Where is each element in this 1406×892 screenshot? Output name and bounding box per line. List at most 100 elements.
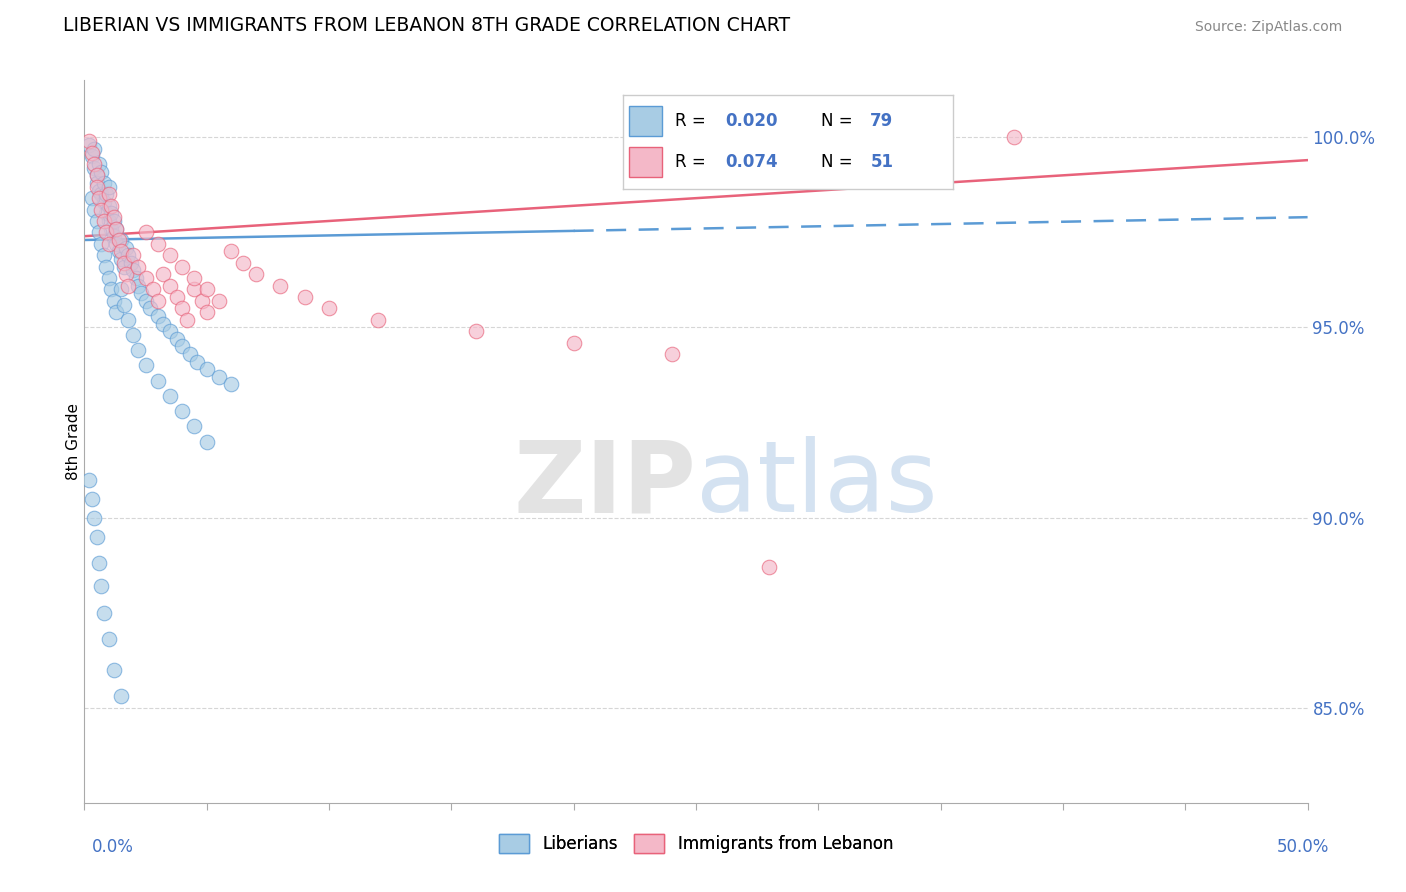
Point	[80, 491, 103, 506]
Point	[183, 282, 205, 296]
Point	[77, 134, 100, 148]
Point	[103, 293, 125, 308]
Point	[86, 179, 108, 194]
Legend: Liberians, Immigrants from Lebanon: Liberians, Immigrants from Lebanon	[492, 827, 900, 860]
Point	[166, 332, 188, 346]
Point	[86, 176, 108, 190]
Point	[122, 248, 145, 262]
Text: LIBERIAN VS IMMIGRANTS FROM LEBANON 8TH GRADE CORRELATION CHART: LIBERIAN VS IMMIGRANTS FROM LEBANON 8TH …	[63, 16, 790, 35]
Point	[112, 298, 135, 312]
Point	[93, 176, 115, 190]
Point	[80, 191, 103, 205]
Point	[127, 343, 149, 358]
Point	[159, 324, 181, 338]
Point	[103, 229, 125, 244]
Point	[117, 313, 139, 327]
Point	[125, 271, 148, 285]
Point	[166, 290, 188, 304]
Point	[464, 324, 486, 338]
Point	[183, 271, 205, 285]
Point	[93, 214, 115, 228]
Point	[97, 199, 120, 213]
Point	[83, 202, 105, 217]
Point	[80, 149, 103, 163]
Point	[208, 370, 231, 384]
Point	[83, 157, 105, 171]
Point	[120, 256, 142, 270]
Point	[96, 206, 118, 220]
Point	[90, 236, 112, 251]
Point	[93, 194, 115, 209]
Point	[112, 256, 135, 270]
Point	[183, 419, 205, 434]
Point	[86, 214, 108, 228]
Point	[100, 282, 122, 296]
Point	[318, 301, 340, 316]
Point	[97, 632, 120, 647]
Point	[179, 347, 201, 361]
Point	[107, 244, 129, 259]
Point	[80, 145, 103, 160]
Point	[117, 278, 139, 293]
Point	[186, 354, 208, 368]
Text: atlas: atlas	[696, 436, 938, 533]
Point	[110, 244, 132, 259]
Point	[661, 347, 683, 361]
Point	[83, 142, 105, 156]
Point	[172, 404, 194, 418]
Point	[172, 301, 194, 316]
Text: 50.0%: 50.0%	[1277, 838, 1329, 855]
Point	[245, 267, 267, 281]
Point	[122, 328, 145, 343]
Point	[135, 226, 157, 240]
Point	[96, 187, 118, 202]
Point	[117, 248, 139, 262]
Point	[100, 199, 122, 213]
Point	[100, 221, 122, 235]
Point	[142, 282, 165, 296]
Point	[129, 286, 152, 301]
Point	[93, 248, 115, 262]
Point	[90, 187, 112, 202]
Point	[152, 267, 174, 281]
Point	[562, 335, 585, 350]
Point	[127, 260, 149, 274]
Point	[135, 293, 157, 308]
Point	[87, 157, 110, 171]
Point	[83, 161, 105, 175]
Point	[191, 293, 214, 308]
Point	[195, 434, 218, 449]
Point	[87, 556, 110, 570]
Point	[110, 282, 132, 296]
Point	[110, 690, 132, 704]
Point	[87, 226, 110, 240]
Point	[103, 663, 125, 677]
Point	[135, 271, 157, 285]
Point	[758, 560, 780, 574]
Point	[146, 236, 169, 251]
Point	[83, 510, 105, 524]
Point	[127, 278, 149, 293]
Point	[90, 164, 112, 178]
Point	[135, 359, 157, 373]
Point	[159, 278, 181, 293]
Point	[105, 221, 128, 235]
Point	[97, 179, 120, 194]
Point	[195, 305, 218, 319]
Point	[110, 233, 132, 247]
Point	[112, 260, 135, 274]
Text: Source: ZipAtlas.com: Source: ZipAtlas.com	[1195, 21, 1343, 34]
Point	[115, 267, 138, 281]
Point	[105, 221, 128, 235]
Point	[97, 236, 120, 251]
Point	[152, 317, 174, 331]
Point	[232, 256, 254, 270]
Point	[195, 282, 218, 296]
Point	[146, 293, 169, 308]
Point	[105, 305, 128, 319]
Point	[96, 226, 118, 240]
Point	[208, 293, 231, 308]
Point	[107, 233, 129, 247]
Point	[77, 137, 100, 152]
Point	[97, 214, 120, 228]
